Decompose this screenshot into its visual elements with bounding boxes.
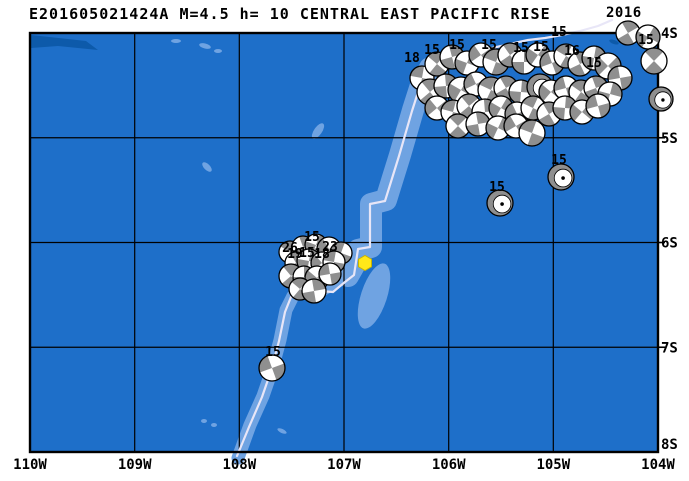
- mechanism-date-label: 15: [638, 33, 654, 48]
- focal-mechanism-beachball: [640, 47, 668, 75]
- mechanism-date-label: 15: [551, 153, 567, 168]
- beachball-part: [540, 51, 564, 75]
- bathymetry-patch: [609, 39, 619, 45]
- focal-mechanism-beachball: [648, 86, 674, 112]
- focal-mechanism-beachball: [635, 24, 661, 50]
- beachball-part: [500, 202, 504, 206]
- bathymetry-patch: [199, 43, 211, 49]
- mechanism-date-label: 15: [513, 41, 529, 56]
- bathymetry-patch: [31, 35, 98, 50]
- focal-mechanism-beachball: [318, 262, 342, 286]
- latitude-label: 6S: [661, 236, 678, 252]
- mechanism-date-label: 15: [481, 38, 497, 53]
- latitude-label: 7S: [661, 340, 678, 356]
- beachball-part: [553, 96, 577, 120]
- beachball-part: [258, 354, 286, 382]
- mechanism-date-label: 15: [424, 43, 440, 58]
- longitude-label: 108W: [222, 457, 256, 473]
- mechanism-date-label: 26: [282, 241, 298, 256]
- longitude-label: 109W: [118, 457, 152, 473]
- bathymetry-patch: [277, 428, 287, 434]
- bathymetry-patch: [171, 39, 181, 43]
- beachball-part: [586, 94, 610, 118]
- beachball-part: [301, 278, 327, 304]
- mechanism-date-label: 15: [304, 230, 320, 245]
- page-title: E201605021424A M=4.5 h= 10 CENTRAL EAST …: [29, 5, 551, 23]
- beachball-part: [489, 97, 513, 119]
- mechanism-date-label: 18: [314, 247, 330, 262]
- beachball-part: [302, 279, 326, 303]
- beachball-part: [661, 98, 665, 102]
- focal-mechanism-beachball: [258, 354, 286, 382]
- longitude-label: 110W: [13, 457, 47, 473]
- focal-mechanism-beachball: [585, 93, 611, 119]
- beachball-part: [518, 119, 546, 147]
- longitude-label: 107W: [327, 457, 361, 473]
- mechanism-date-label: 15: [489, 180, 505, 195]
- ridge-band-blob: [357, 263, 391, 329]
- focal-mechanism-beachball: [547, 163, 575, 191]
- mechanism-date-label: 23: [322, 240, 338, 255]
- beachball-part: [259, 355, 285, 381]
- mechanism-date-label: 15: [265, 345, 281, 360]
- beachball-part: [584, 76, 608, 100]
- mechanism-date-label: 19: [287, 247, 303, 262]
- plate-boundary-line: [235, 18, 614, 458]
- beachball-part: [636, 26, 660, 48]
- longitude-label: 105W: [536, 457, 570, 473]
- latitude-label: 8S: [661, 437, 678, 453]
- mechanism-date-label: 18: [404, 51, 420, 66]
- mechanism-date-label: 16: [564, 44, 580, 59]
- latitude-label: 5S: [661, 131, 678, 147]
- beachball-part: [582, 46, 606, 70]
- beachball-part: [561, 176, 565, 180]
- beachball-part: [440, 45, 464, 69]
- beachball-part: [318, 262, 342, 286]
- bathymetry-patch: [201, 419, 207, 423]
- focal-mechanism-beachball: [486, 189, 514, 217]
- bathymetry-patch: [311, 123, 325, 139]
- beachball-part: [519, 120, 545, 146]
- beachball-part: [640, 47, 668, 75]
- focal-mechanism-beachball: [301, 278, 327, 304]
- bathymetry-patch: [214, 49, 222, 53]
- beachball-part: [495, 76, 517, 100]
- beachball-part: [644, 48, 664, 74]
- longitude-label: 104W: [641, 457, 675, 473]
- mechanism-date-label: 15: [449, 38, 465, 53]
- mechanism-date-label: 15: [551, 25, 567, 40]
- bathymetry-patch: [211, 423, 217, 427]
- mechanism-date-label: 15: [533, 40, 549, 55]
- current-event-marker: [358, 254, 372, 272]
- beachball-part: [483, 49, 509, 75]
- latitude-label: 4S: [661, 26, 678, 42]
- focal-mechanism-beachball: [518, 119, 546, 147]
- beachball-part: [330, 242, 352, 264]
- longitude-label: 106W: [432, 457, 466, 473]
- mechanism-date-label: 15: [299, 246, 315, 261]
- beachball-part: [585, 93, 611, 119]
- corner-year-label: 2016: [606, 5, 642, 21]
- beachball-part: [617, 21, 639, 45]
- bathymetry-patch: [202, 162, 212, 172]
- beachball-part: [608, 66, 632, 90]
- mechanism-date-label: 15: [586, 56, 602, 71]
